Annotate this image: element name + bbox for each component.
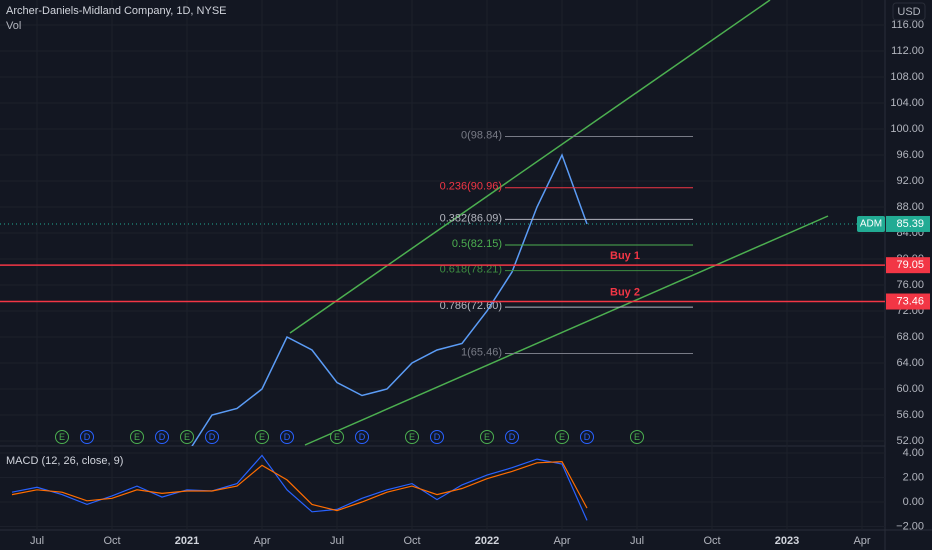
y-tick-label: 92.00	[896, 175, 924, 187]
event-marker[interactable]	[355, 430, 369, 444]
chart-title: Archer-Daniels-Midland Company, 1D, NYSE	[6, 5, 227, 17]
event-marker[interactable]	[255, 430, 269, 444]
series-line	[11, 460, 588, 512]
y-tick-label: 108.00	[890, 71, 924, 83]
event-label: E	[259, 432, 265, 442]
price-tag-label: 79.05	[896, 259, 924, 271]
event-label: E	[409, 432, 415, 442]
event-label: D	[284, 432, 291, 442]
y-tick-label: 0.00	[903, 496, 924, 508]
x-tick-label: 2022	[475, 535, 499, 547]
currency[interactable]: USD	[897, 6, 920, 18]
event-marker[interactable]	[430, 430, 444, 444]
currency-box[interactable]	[892, 2, 926, 21]
event-label: D	[84, 432, 91, 442]
trend-line	[289, 0, 771, 334]
price-tag	[886, 257, 930, 274]
event-label: E	[559, 432, 565, 442]
event-label: E	[334, 432, 340, 442]
fib-label: 1(65.46)	[461, 346, 502, 358]
x-tick-label: 2023	[775, 535, 799, 547]
volume-label: Vol	[6, 20, 21, 32]
event-label: E	[134, 432, 140, 442]
x-tick-label: Apr	[253, 535, 270, 547]
price-tag-label: 73.46	[896, 295, 924, 307]
event-marker[interactable]	[330, 430, 344, 444]
x-tick-label: 2021	[175, 535, 199, 547]
event-label: D	[434, 432, 441, 442]
macd-title: MACD (12, 26, close, 9)	[6, 455, 123, 467]
x-tick-label: Apr	[553, 535, 570, 547]
series-line	[191, 153, 588, 446]
x-tick-label: Apr	[853, 535, 870, 547]
event-label: D	[159, 432, 166, 442]
trend-line	[304, 215, 829, 446]
event-marker[interactable]	[480, 430, 494, 444]
y-tick-label: −2.00	[896, 520, 924, 532]
event-label: E	[184, 432, 190, 442]
event-marker[interactable]	[180, 430, 194, 444]
event-marker[interactable]	[505, 430, 519, 444]
event-marker[interactable]	[580, 430, 594, 444]
x-tick-label: Jul	[30, 535, 44, 547]
event-marker[interactable]	[280, 430, 294, 444]
y-tick-label: 116.00	[891, 19, 924, 31]
event-marker[interactable]	[555, 430, 569, 444]
fib-label: 0(98.84)	[461, 129, 502, 141]
event-label: D	[359, 432, 366, 442]
x-tick-label: Oct	[703, 535, 720, 547]
series-line	[11, 454, 588, 521]
event-marker[interactable]	[55, 430, 69, 444]
event-marker[interactable]	[205, 430, 219, 444]
price-tag	[886, 215, 930, 232]
y-tick-label: 76.00	[896, 279, 924, 291]
event-label: E	[484, 432, 490, 442]
symbol-tag-label: ADM	[860, 219, 882, 230]
y-tick-label: 88.00	[896, 201, 924, 213]
x-tick-label: Jul	[630, 535, 644, 547]
y-tick-label: 100.00	[890, 123, 924, 135]
y-tick-label: 96.00	[896, 149, 924, 161]
y-tick-label: 2.00	[903, 471, 924, 483]
y-tick-label: 60.00	[896, 383, 924, 395]
y-tick-label: 52.00	[896, 435, 924, 447]
fib-label: 0.5(82.15)	[452, 238, 502, 250]
symbol-tag	[857, 215, 885, 232]
price-tag-label: 85.39	[896, 218, 924, 230]
y-tick-label: 104.00	[890, 97, 924, 109]
event-label: D	[509, 432, 516, 442]
price-tag	[886, 293, 930, 310]
event-marker[interactable]	[630, 430, 644, 444]
event-marker[interactable]	[130, 430, 144, 444]
y-tick-label: 64.00	[896, 357, 924, 369]
y-tick-label: 68.00	[896, 331, 924, 343]
y-tick-label: 112.00	[891, 45, 924, 57]
x-tick-label: Oct	[103, 535, 120, 547]
y-tick-label: 4.00	[903, 447, 924, 459]
event-marker[interactable]	[405, 430, 419, 444]
fib-label: 0.236(90.96)	[440, 181, 502, 193]
fib-label: 0.786(72.60)	[440, 300, 502, 312]
event-label: D	[584, 432, 591, 442]
fib-label: 0.618(78.21)	[440, 264, 502, 276]
fib-label: 0.382(86.09)	[440, 212, 502, 224]
event-label: D	[209, 432, 216, 442]
event-marker[interactable]	[80, 430, 94, 444]
x-tick-label: Jul	[330, 535, 344, 547]
price-line-name: Buy 2	[610, 286, 640, 298]
y-tick-label: 56.00	[896, 409, 924, 421]
event-label: E	[59, 432, 65, 442]
event-marker[interactable]	[155, 430, 169, 444]
event-label: E	[634, 432, 640, 442]
x-tick-label: Oct	[403, 535, 420, 547]
price-line-name: Buy 1	[610, 250, 640, 262]
